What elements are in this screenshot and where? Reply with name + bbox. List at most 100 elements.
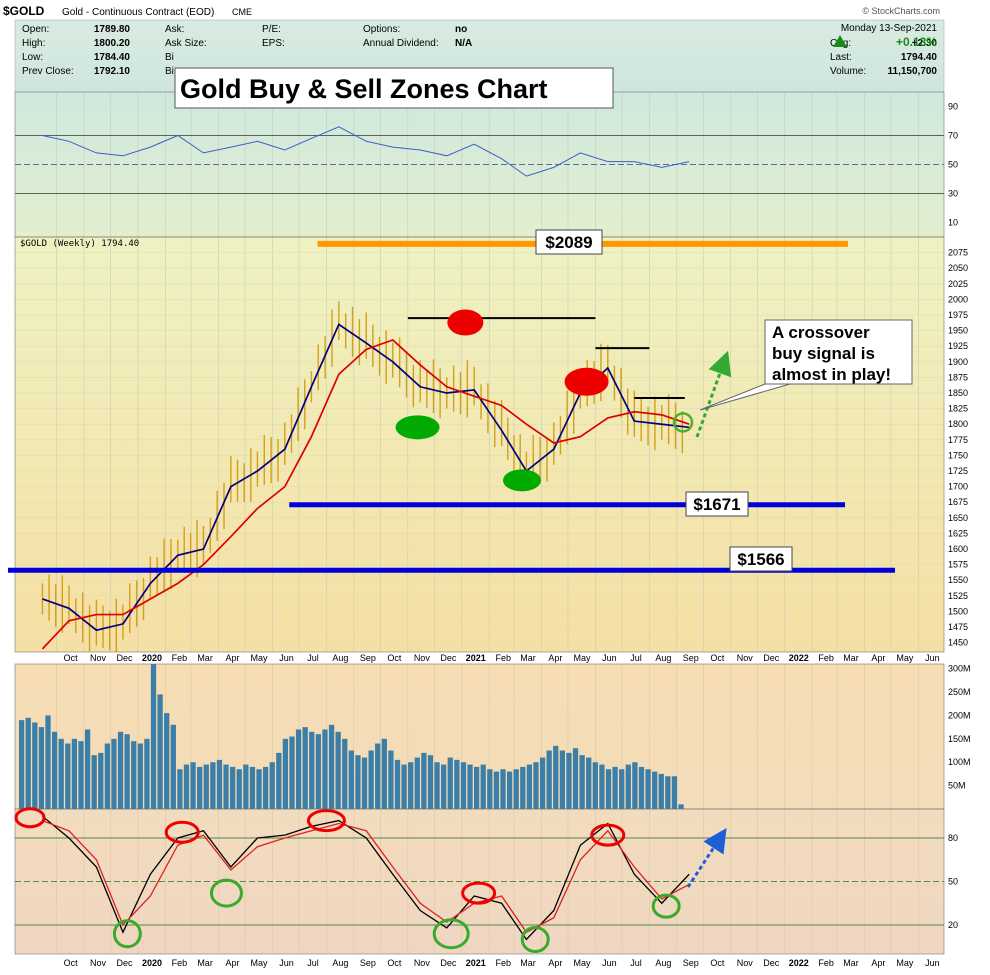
volume-bar bbox=[375, 743, 381, 809]
volume-bar bbox=[230, 766, 236, 809]
volume-bar bbox=[625, 764, 631, 809]
volume-bar bbox=[526, 764, 533, 809]
volume-bar bbox=[144, 738, 150, 809]
volume-bar bbox=[454, 759, 460, 809]
volume-bar bbox=[579, 755, 585, 809]
volume-bar bbox=[91, 755, 97, 809]
volume-bar bbox=[322, 729, 328, 809]
volume-bar bbox=[98, 752, 104, 809]
x-tick-label: Feb bbox=[172, 653, 188, 663]
x-tick-label: Dec bbox=[440, 958, 457, 968]
x-tick-label: Nov bbox=[90, 653, 107, 663]
volume-bar bbox=[335, 731, 341, 809]
volume-bar bbox=[342, 738, 348, 809]
volume-tick-label: 250M bbox=[948, 687, 971, 697]
volume-bar bbox=[506, 771, 513, 809]
price-tick-label: 1750 bbox=[948, 450, 968, 460]
price-tick-label: 1925 bbox=[948, 341, 968, 351]
stochastic-d-line bbox=[42, 819, 690, 934]
x-tick-label: Jul bbox=[307, 958, 319, 968]
volume-bar bbox=[164, 713, 170, 809]
x-tick-label: 2020 bbox=[142, 958, 162, 968]
volume-bar bbox=[65, 743, 71, 809]
x-tick-label: 2020 bbox=[142, 653, 162, 663]
volume-bar bbox=[157, 694, 163, 809]
x-tick-label: Mar bbox=[197, 653, 213, 663]
quote-label: EPS: bbox=[262, 38, 285, 49]
price-tick-label: 2075 bbox=[948, 248, 968, 258]
x-tick-label: Aug bbox=[332, 958, 348, 968]
quote-label: Volume: bbox=[830, 66, 866, 77]
volume-bar bbox=[605, 769, 612, 809]
x-tick-label: Aug bbox=[655, 958, 671, 968]
x-tick-label: Jun bbox=[602, 958, 617, 968]
volume-bar bbox=[447, 757, 453, 809]
x-tick-label: Jun bbox=[279, 958, 294, 968]
title-box bbox=[174, 67, 614, 109]
label-support1: $1671 bbox=[693, 495, 740, 514]
x-axis-strip-bottom bbox=[15, 954, 944, 970]
volume-bar bbox=[520, 766, 526, 809]
volume-bar bbox=[150, 664, 157, 809]
rsi-tick-label: 90 bbox=[948, 102, 958, 112]
label-support2-box bbox=[729, 546, 793, 572]
volume-tick-label: 100M bbox=[948, 757, 971, 767]
x-tick-label: Jul bbox=[630, 958, 642, 968]
price-tick-label: 1825 bbox=[948, 404, 968, 414]
stochastic-tick-label: 20 bbox=[948, 920, 958, 930]
price-tick-label: 1450 bbox=[948, 638, 968, 648]
volume-bar bbox=[269, 762, 275, 809]
volume-bar bbox=[177, 769, 183, 809]
volume-bar bbox=[328, 724, 335, 809]
x-tick-label: Jul bbox=[630, 653, 642, 663]
price-tick-label: 1800 bbox=[948, 419, 968, 429]
overbought-circle bbox=[461, 881, 497, 905]
symbol: $GOLD bbox=[3, 4, 45, 18]
x-tick-label: Mar bbox=[197, 958, 213, 968]
callout-line-1: A crossover bbox=[772, 323, 870, 342]
quote-label: Prev Close: bbox=[22, 66, 74, 77]
volume-bar bbox=[45, 715, 51, 809]
price-tick-label: 1475 bbox=[948, 622, 968, 632]
rsi-tick-label: 70 bbox=[948, 131, 958, 141]
panel-border bbox=[14, 236, 945, 653]
x-tick-label: 2022 bbox=[789, 653, 809, 663]
up-arrow-icon bbox=[833, 35, 847, 47]
x-axis-strip-top bbox=[15, 652, 944, 664]
volume-bar bbox=[441, 764, 447, 809]
x-tick-label: Apr bbox=[871, 958, 885, 968]
oversold-circle bbox=[209, 878, 243, 908]
volume-bar bbox=[487, 769, 493, 809]
quote-value: 1789.80 bbox=[94, 24, 131, 35]
x-tick-label: 2022 bbox=[789, 958, 809, 968]
volume-bar bbox=[203, 764, 209, 809]
callout-box bbox=[699, 319, 913, 411]
sell-zone bbox=[564, 367, 609, 396]
price-tick-label: 1700 bbox=[948, 482, 968, 492]
x-tick-label: Aug bbox=[655, 653, 671, 663]
volume-panel bbox=[15, 664, 944, 809]
x-tick-label: Dec bbox=[763, 653, 780, 663]
oversold-circle bbox=[520, 926, 550, 953]
x-tick-label: Jun bbox=[925, 653, 940, 663]
quote-label: Bi bbox=[165, 66, 174, 77]
quote-value: 11,150,700 bbox=[888, 66, 938, 77]
volume-bar bbox=[638, 766, 645, 809]
price-tick-label: 1600 bbox=[948, 544, 968, 554]
rsi-tick-label: 10 bbox=[948, 218, 958, 228]
volume-bar bbox=[216, 759, 223, 809]
volume-bar bbox=[467, 764, 473, 809]
volume-tick-label: 50M bbox=[948, 781, 966, 791]
x-tick-label: Jul bbox=[307, 653, 319, 663]
volume-bar bbox=[408, 762, 414, 809]
x-tick-label: Mar bbox=[843, 653, 859, 663]
volume-bar bbox=[51, 731, 58, 809]
volume-bar bbox=[302, 727, 308, 809]
quote-value: 1792.10 bbox=[94, 66, 131, 77]
price-tick-label: 1775 bbox=[948, 435, 968, 445]
volume-bar bbox=[197, 766, 203, 809]
volume-bar bbox=[427, 755, 434, 809]
volume-bar bbox=[58, 738, 64, 809]
x-tick-label: Feb bbox=[495, 653, 511, 663]
